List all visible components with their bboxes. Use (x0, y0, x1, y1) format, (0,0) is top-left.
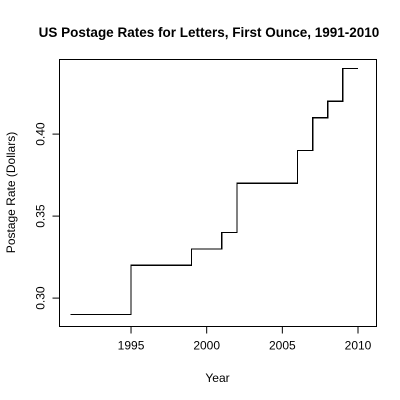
plot-frame (59, 59, 377, 327)
y-tick-label: 0.35 (34, 204, 48, 228)
x-tick-label: 2000 (193, 339, 220, 353)
x-axis-label: Year (205, 371, 229, 385)
x-tick-label: 2010 (345, 339, 372, 353)
chart-title: US Postage Rates for Letters, First Ounc… (39, 25, 380, 40)
y-tick-label: 0.30 (34, 286, 48, 310)
y-tick-label: 0.40 (34, 122, 48, 146)
series-group (70, 67, 358, 316)
y-axis-label: Postage Rate (Dollars) (4, 132, 18, 253)
x-tick-label: 2005 (269, 339, 296, 353)
x-axis: 1995 2000 2005 2010 (118, 326, 372, 353)
y-axis: 0.30 0.35 0.40 (34, 122, 60, 310)
x-tick-label: 1995 (118, 339, 145, 353)
series-step-line (70, 67, 358, 316)
